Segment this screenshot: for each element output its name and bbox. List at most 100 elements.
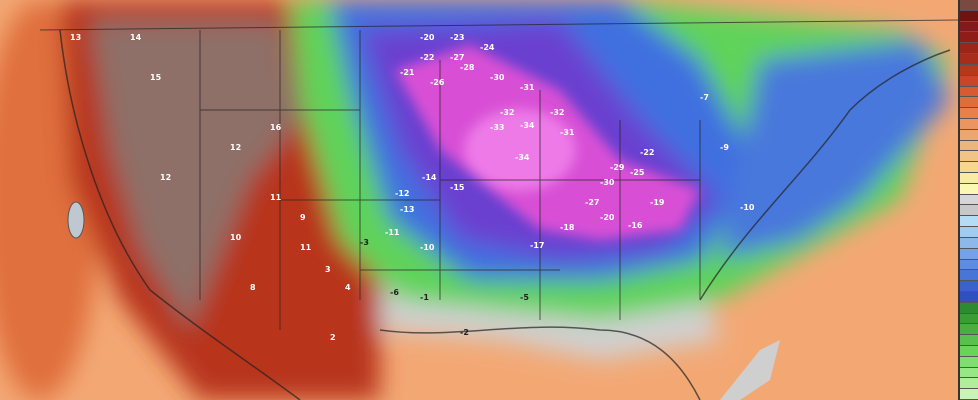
temperature-label: 4 xyxy=(345,283,351,292)
color-scale-swatch xyxy=(960,54,978,65)
color-scale-swatch xyxy=(960,205,978,217)
temperature-label: 11 xyxy=(300,243,312,252)
temperature-label: 16 xyxy=(270,123,282,132)
color-scale-swatch xyxy=(960,270,978,282)
color-scale-swatch xyxy=(960,389,978,400)
temperature-map: -20-21-22-23-24-26-27-28-30-31-32-33 -34-… xyxy=(0,0,958,400)
temperature-label: -24 xyxy=(480,43,495,52)
temperature-label: -28 xyxy=(460,63,475,72)
color-scale-swatch xyxy=(960,140,978,152)
color-scale-swatch xyxy=(960,237,978,249)
temperature-label: -5 xyxy=(520,293,529,302)
temperature-label: -21 xyxy=(400,68,415,77)
color-scale-swatch xyxy=(960,346,978,357)
temperature-label: -13 xyxy=(400,205,414,214)
color-scale-swatch xyxy=(960,151,978,163)
temperature-label: -3 xyxy=(360,238,369,247)
temperature-label: -31 xyxy=(520,83,535,92)
color-scale-swatch xyxy=(960,259,978,271)
temperature-label: -10 xyxy=(420,243,435,252)
color-scale-swatch xyxy=(960,302,978,314)
color-scale-swatch xyxy=(960,86,978,98)
temperature-label: 12 xyxy=(160,173,171,182)
color-scale-swatch xyxy=(960,367,978,379)
color-scale-swatch xyxy=(960,378,978,390)
color-scale-swatch xyxy=(960,281,978,292)
color-scale-swatch xyxy=(960,194,978,206)
temperature-label: 8 xyxy=(250,283,256,292)
temperature-label: -19 xyxy=(650,198,665,207)
temperature-label: -1 xyxy=(420,293,429,302)
color-scale-swatch xyxy=(960,162,978,173)
temperature-label: -22 xyxy=(640,148,654,157)
temperature-label: 12 xyxy=(230,143,241,152)
temperature-label: -29 xyxy=(610,163,625,172)
pacific-cold-pocket xyxy=(67,201,85,239)
temperature-label: -10 xyxy=(740,203,755,212)
temperature-label: 15 xyxy=(150,73,162,82)
pacific-coastline xyxy=(59,29,301,400)
temperature-label: -30 xyxy=(490,73,505,82)
temperature-label: -6 xyxy=(390,288,399,297)
temperature-label: 3 xyxy=(325,265,331,274)
color-scale-swatch xyxy=(960,0,978,11)
color-scale-swatch xyxy=(960,173,978,184)
color-scale-swatch xyxy=(960,75,978,87)
color-scale-swatch xyxy=(960,335,978,346)
color-scale-swatch xyxy=(960,10,978,22)
caribbean-gray-zone xyxy=(720,340,780,400)
temperature-label: -34 xyxy=(520,121,535,130)
temperature-label: -26 xyxy=(430,78,445,87)
temperature-label: -31 xyxy=(560,128,575,137)
color-scale-swatch xyxy=(960,216,978,228)
state-borders xyxy=(199,30,701,330)
temperature-label: -22 xyxy=(420,53,434,62)
temperature-label: -17 xyxy=(530,241,544,250)
color-scale-swatch xyxy=(960,43,978,55)
gulf-coastline xyxy=(379,326,701,400)
color-scale-swatch xyxy=(960,64,978,76)
color-scale-legend xyxy=(958,0,978,400)
borders xyxy=(39,19,958,400)
temperature-label: -25 xyxy=(630,168,645,177)
color-scale-swatch xyxy=(960,32,978,44)
temperature-label: -32 xyxy=(550,108,564,117)
temperature-label: -27 xyxy=(450,53,464,62)
temperature-label: 2 xyxy=(330,333,336,342)
color-scale-swatch xyxy=(960,324,978,336)
color-scale-swatch xyxy=(960,227,978,238)
color-scale-swatch xyxy=(960,313,978,325)
temperature-label: -15 xyxy=(450,183,465,192)
rockies-terrain xyxy=(90,20,300,330)
temperature-label: 14 xyxy=(130,33,142,42)
color-scale-swatch xyxy=(960,183,978,195)
northeast-cold-zone xyxy=(720,40,950,260)
coldest-core xyxy=(465,110,575,190)
temperature-label: -34 xyxy=(515,153,530,162)
temperature-label: -23 xyxy=(450,33,464,42)
temperature-label: -12 xyxy=(395,189,409,198)
temperature-label: -16 xyxy=(628,221,643,230)
temperature-label: -27 xyxy=(585,198,599,207)
temperature-label: -7 xyxy=(700,93,709,102)
temperature-label: -9 xyxy=(720,143,729,152)
temperature-label: -30 xyxy=(600,178,615,187)
temperature-label: 13 xyxy=(70,33,81,42)
canada-border xyxy=(39,19,958,31)
temperature-label: 11 xyxy=(270,193,282,202)
color-scale-swatch xyxy=(960,248,978,260)
temperature-labels: -20-21-22-23-24-26-27-28-30-31-32-33 -34-… xyxy=(70,33,755,342)
temperature-label: -20 xyxy=(420,33,435,42)
temperature-label: -2 xyxy=(460,328,469,337)
temperature-label: 10 xyxy=(230,233,242,242)
temperature-label: 9 xyxy=(300,213,306,222)
temperature-label: -18 xyxy=(560,223,575,232)
atlantic-coastline xyxy=(699,49,951,301)
temperature-label: -33 xyxy=(490,123,504,132)
color-scale-swatch xyxy=(960,97,978,109)
color-scale-swatch xyxy=(960,291,978,303)
temperature-label: -20 xyxy=(600,213,615,222)
temperature-label: -32 xyxy=(500,108,514,117)
temperature-label: -14 xyxy=(422,173,437,182)
